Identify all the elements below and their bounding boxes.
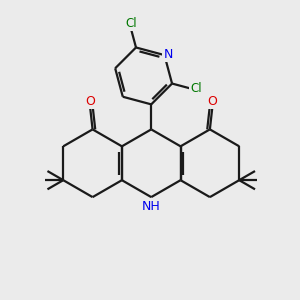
Text: Cl: Cl [190, 82, 202, 95]
Text: O: O [85, 95, 95, 108]
Text: N: N [163, 48, 173, 61]
Text: NH: NH [142, 200, 161, 213]
Text: O: O [207, 95, 217, 108]
Text: Cl: Cl [125, 17, 137, 30]
